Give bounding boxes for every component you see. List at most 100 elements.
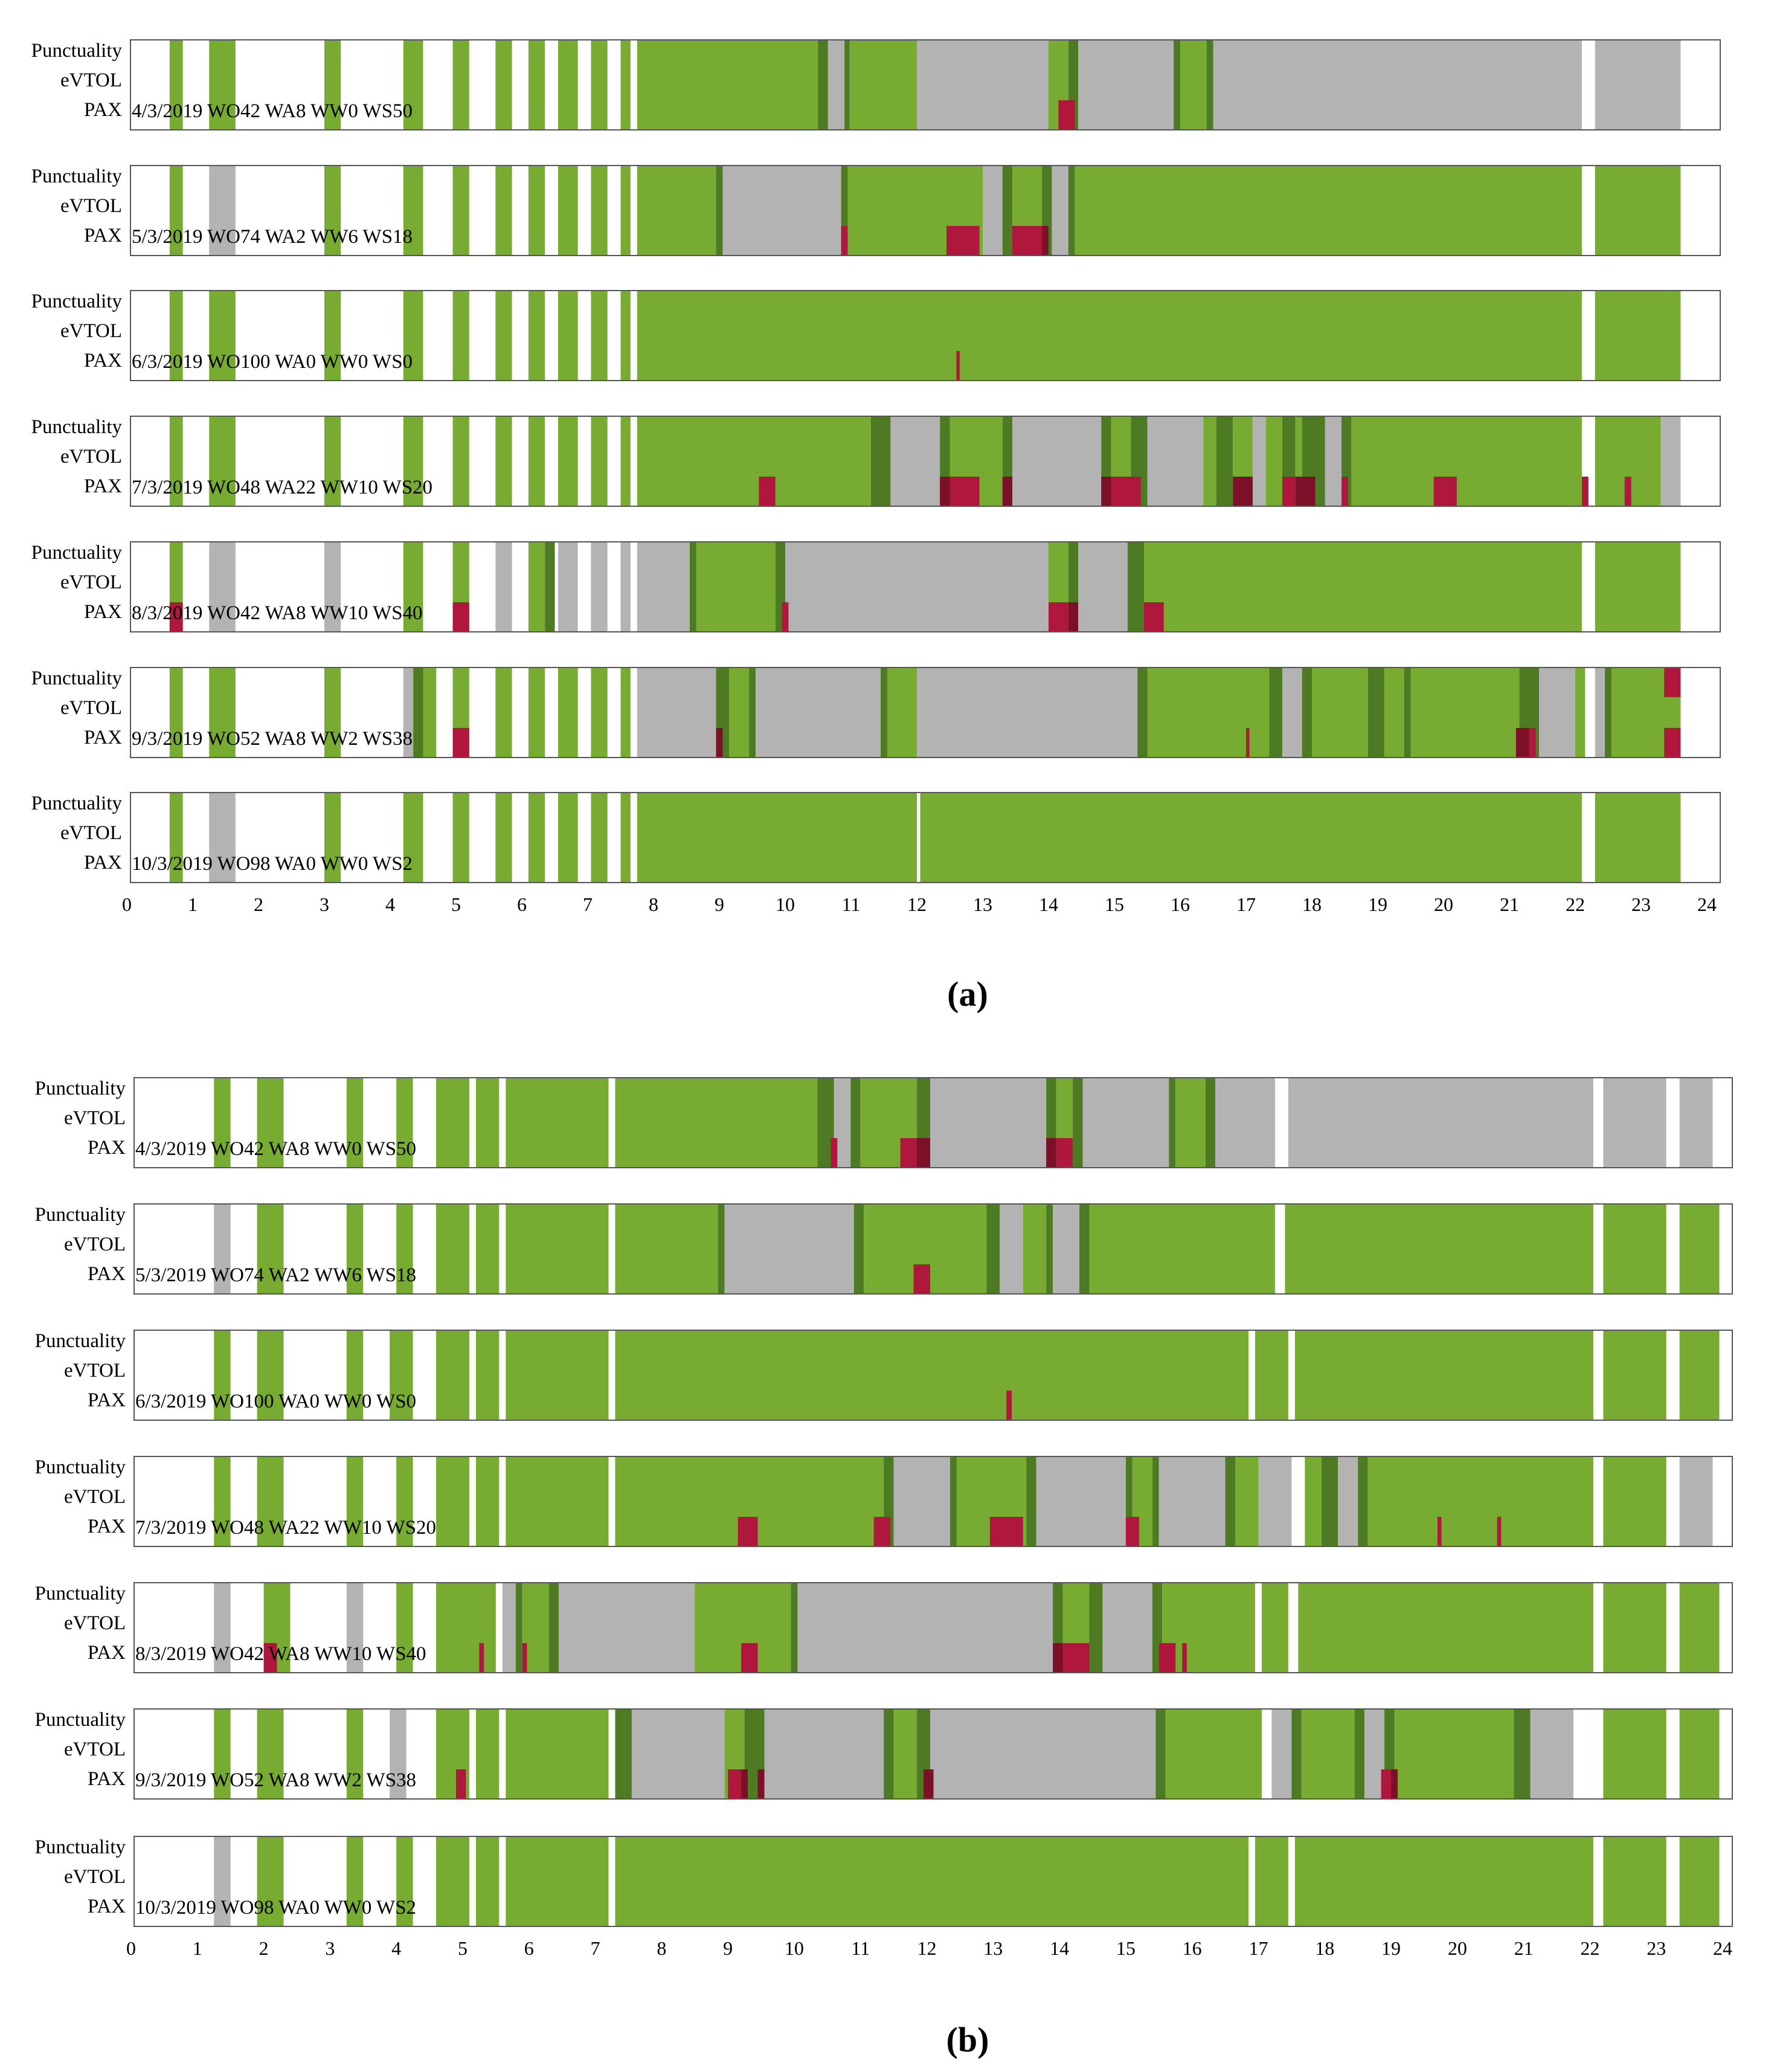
segment-green (615, 1836, 1248, 1926)
segment-green (1679, 1836, 1720, 1926)
x-tick-label: 12 (907, 893, 927, 915)
x-tick-label: 23 (1647, 1937, 1666, 1959)
panel-b: Punctuality eVTOL PAX 4/3/2019 WO42 WA8 WW0… (35, 1077, 1733, 2059)
pax-marker (1002, 477, 1013, 506)
segment-gray (1213, 40, 1582, 130)
segment-green (324, 668, 341, 758)
pax-marker (1433, 477, 1457, 506)
segment-dark-green (818, 40, 828, 130)
segment-green (1165, 1709, 1262, 1799)
segment-gray (1036, 1456, 1126, 1546)
segment-green (1679, 1204, 1720, 1294)
segment-green (637, 291, 1582, 381)
x-tick-label: 22 (1566, 893, 1585, 915)
x-tick-label: 17 (1248, 1937, 1268, 1959)
pax-marker (1664, 728, 1681, 758)
segment-green (920, 793, 1582, 883)
pax-marker (1581, 477, 1589, 506)
pax-marker (1529, 728, 1536, 758)
x-tick-label: 18 (1315, 1937, 1334, 1959)
segment-dark-green (718, 1204, 725, 1294)
segment-green (214, 1330, 231, 1420)
segment-green (1265, 416, 1282, 506)
pax-marker (452, 728, 469, 758)
segment-green (403, 793, 423, 883)
row-label-punctuality: Punctuality (35, 1456, 126, 1478)
x-tick-label: 7 (583, 893, 593, 915)
segment-green (1305, 1456, 1322, 1546)
x-tick-label: 0 (122, 893, 132, 915)
segment-dark-green (545, 542, 555, 632)
day-frame (133, 1203, 1733, 1295)
segment-green (1294, 1836, 1593, 1926)
segment-green (475, 1078, 500, 1168)
segment-green (1603, 1330, 1666, 1420)
pax-marker (1342, 477, 1348, 506)
day-frame (130, 165, 1721, 256)
row-label-evtol: eVTOL (64, 1107, 126, 1129)
segment-dark-green (950, 1456, 957, 1546)
segment-dark-green (1002, 166, 1013, 256)
day-frame (130, 416, 1721, 507)
segment-green (396, 1456, 413, 1546)
segment-green (1312, 668, 1368, 758)
pax-marker (1497, 1517, 1502, 1546)
segment-gray (495, 542, 512, 632)
row-label-evtol: eVTOL (60, 446, 122, 468)
day-label: 9/3/2019 WO52 WA8 WW2 WS38 (132, 728, 413, 750)
segment-green (528, 40, 545, 130)
pax-marker (782, 602, 789, 632)
segment-green (1367, 1456, 1593, 1546)
segment-green (257, 1836, 284, 1926)
segment-green (346, 1330, 364, 1420)
pax-marker (924, 1769, 934, 1799)
segment-green (558, 793, 578, 883)
segment-green (452, 166, 469, 256)
segment-green (436, 1456, 469, 1546)
segment-green (620, 668, 631, 758)
punctuality-marker (1664, 668, 1681, 697)
segment-green (506, 1836, 609, 1926)
segment-green (506, 1078, 609, 1168)
segment-dark-green (884, 1709, 894, 1799)
pax-marker (1049, 602, 1068, 632)
segment-green (475, 1204, 500, 1294)
row-label-punctuality: Punctuality (35, 1709, 126, 1731)
segment-gray (559, 1583, 695, 1673)
pax-marker (1391, 1769, 1398, 1799)
segment-green (1575, 668, 1586, 758)
pax-marker (873, 1517, 891, 1546)
segment-green (214, 1456, 231, 1546)
segment-green (1089, 1204, 1275, 1294)
pax-marker (1437, 1517, 1442, 1546)
day-label: 7/3/2019 WO48 WA22 WW10 WS20 (135, 1517, 436, 1539)
row-label-punctuality: Punctuality (31, 542, 123, 564)
segment-green (1595, 542, 1681, 632)
segment-green (475, 1709, 500, 1799)
segment-green (452, 40, 469, 130)
row-label-evtol: eVTOL (60, 69, 122, 91)
segment-green (403, 291, 423, 381)
segment-green (1023, 1204, 1047, 1294)
segment-gray (983, 166, 1003, 256)
segment-green (436, 1330, 469, 1420)
segment-gray (214, 1204, 231, 1294)
day-timeline: Punctuality eVTOL PAX 9/3/2019 WO52 WA8 WW2… (31, 667, 1721, 758)
segment-dark-green (1206, 40, 1213, 130)
segment-green (620, 291, 631, 381)
segment-green (209, 668, 236, 758)
segment-gray (1053, 1204, 1080, 1294)
x-tick-label: 9 (723, 1937, 733, 1959)
segment-gray (1325, 416, 1342, 506)
x-tick-label: 4 (385, 893, 395, 915)
row-label-pax: PAX (84, 852, 122, 874)
segment-green (169, 40, 183, 130)
segment-gray (1215, 1078, 1275, 1168)
segment-green (403, 40, 423, 130)
pax-marker (757, 1769, 765, 1799)
segment-green (346, 1204, 364, 1294)
segment-dark-green (1291, 1709, 1302, 1799)
segment-gray (1530, 1709, 1573, 1799)
segment-green (528, 166, 545, 256)
